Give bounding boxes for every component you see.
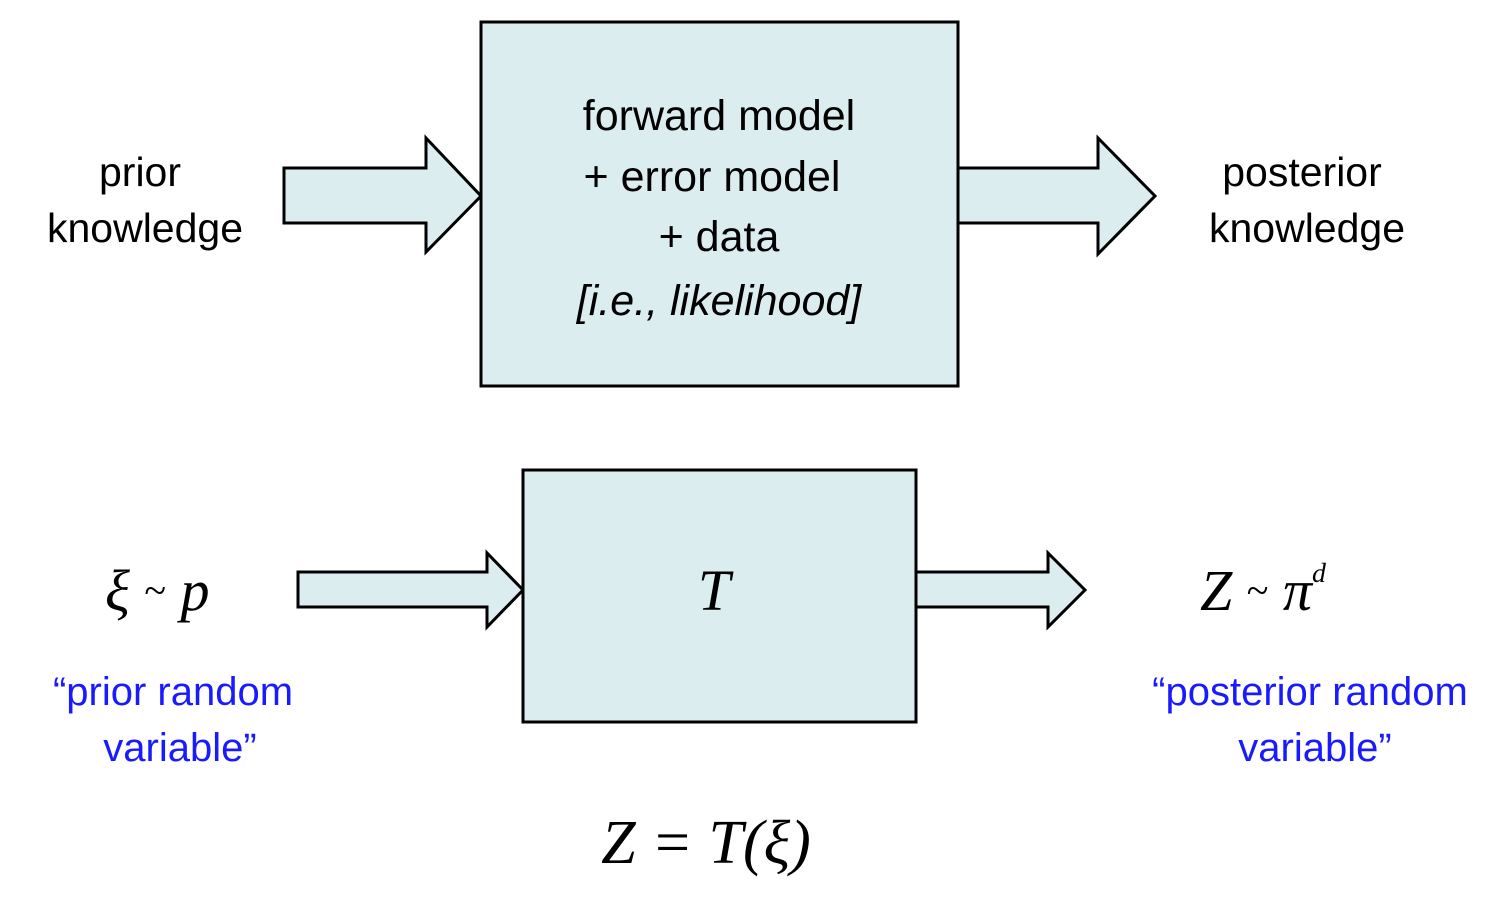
top-input-arrow (282, 134, 484, 256)
prior-distributed-as: ~ (144, 568, 166, 613)
posterior-variable-symbol: Z (1200, 558, 1233, 623)
posterior-distributed-as: ~ (1246, 568, 1269, 613)
posterior-random-variable-caption-line1: “posterior random (1152, 670, 1468, 714)
transport-map-box (521, 468, 918, 724)
bottom-input-arrow (296, 549, 526, 631)
top-output-arrow (956, 134, 1158, 258)
likelihood-box (479, 20, 960, 388)
prior-distribution-symbol: p (180, 558, 210, 623)
prior-knowledge-label-line2: knowledge (46, 205, 244, 251)
posterior-random-variable-caption-line2: variable” (1238, 726, 1392, 770)
prior-knowledge-label-line1: prior (98, 149, 182, 195)
prior-variable-symbol: ξ (105, 558, 130, 623)
posterior-knowledge-label-line2: knowledge (1208, 205, 1406, 251)
posterior-variable-expression: Z ~ πd (1200, 560, 1326, 620)
prior-variable-expression: ξ ~ p (105, 562, 209, 620)
transport-equation: Z = T(ξ) (601, 809, 811, 877)
posterior-distribution-symbol: π (1282, 558, 1312, 623)
prior-random-variable-caption-line1: “prior random (52, 670, 294, 714)
posterior-knowledge-label-line1: posterior (1222, 149, 1382, 195)
box-text-data: + data (658, 213, 780, 261)
bottom-output-arrow (914, 549, 1088, 631)
box-text-likelihood: [i.e., likelihood] (576, 277, 862, 325)
prior-random-variable-caption-line2: variable” (103, 726, 257, 770)
posterior-distribution-superscript: d (1311, 558, 1326, 590)
transport-map-label: T (697, 558, 731, 623)
box-text-error-model: + error model (583, 153, 841, 201)
box-text-forward-model: forward model (582, 92, 856, 140)
